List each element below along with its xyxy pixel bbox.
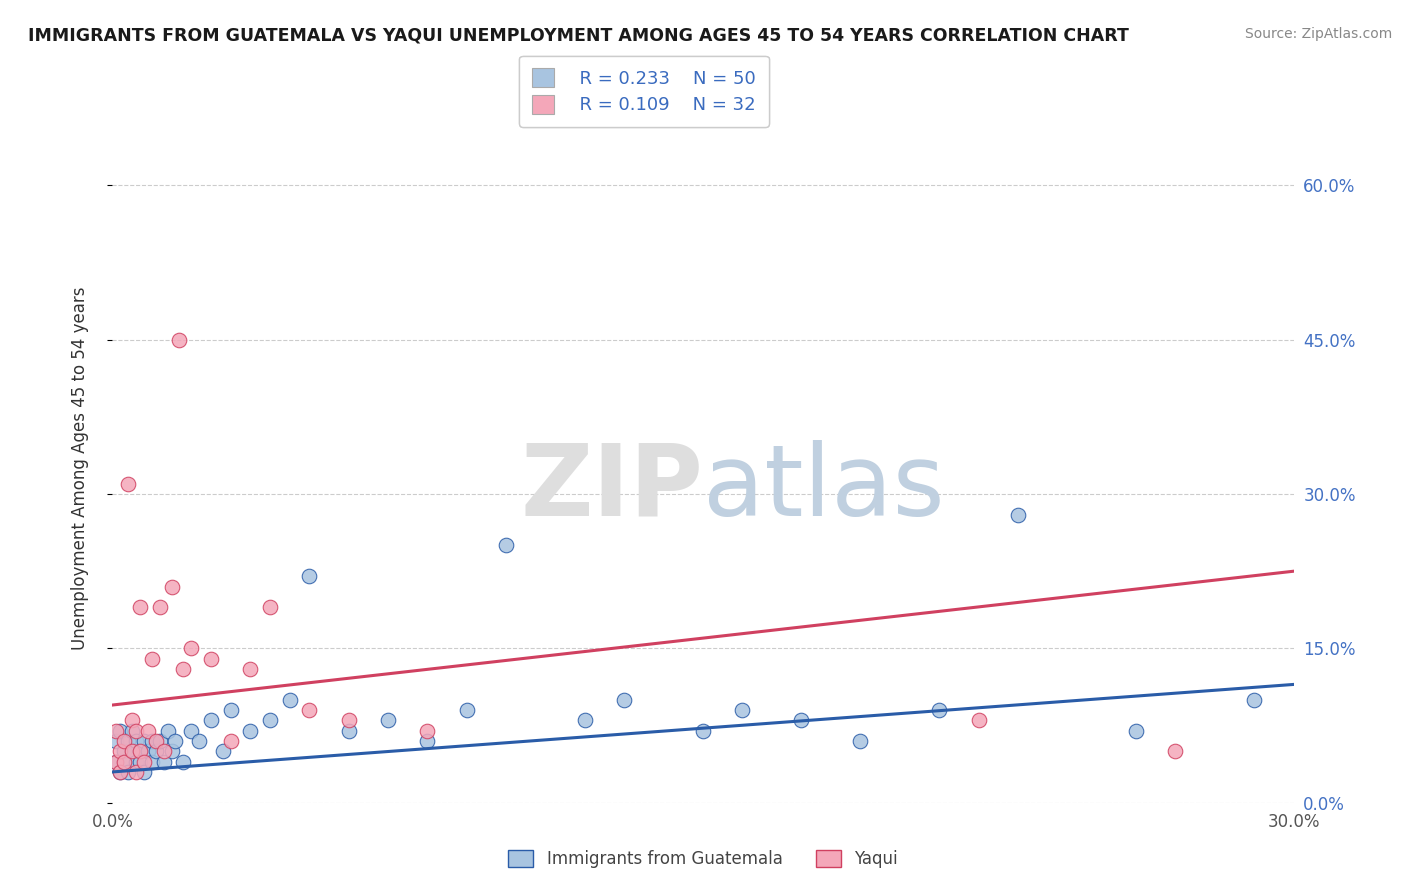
Immigrants from Guatemala — [136, 744, 159, 758]
Yaqui — [200, 651, 222, 665]
Yaqui — [121, 714, 143, 728]
Text: Source: ZipAtlas.com: Source: ZipAtlas.com — [1244, 27, 1392, 41]
Yaqui — [105, 723, 128, 738]
Immigrants from Guatemala — [145, 744, 167, 758]
Immigrants from Guatemala — [416, 734, 439, 748]
Yaqui — [125, 723, 148, 738]
Immigrants from Guatemala — [239, 723, 262, 738]
Immigrants from Guatemala — [129, 744, 152, 758]
Yaqui — [239, 662, 262, 676]
Legend:   R = 0.233    N = 50,   R = 0.109    N = 32: R = 0.233 N = 50, R = 0.109 N = 32 — [519, 56, 769, 127]
Immigrants from Guatemala — [110, 764, 132, 779]
Immigrants from Guatemala — [1243, 693, 1265, 707]
Yaqui — [416, 723, 439, 738]
Yaqui — [117, 476, 139, 491]
Yaqui — [129, 744, 152, 758]
Yaqui — [125, 764, 148, 779]
Immigrants from Guatemala — [456, 703, 478, 717]
Immigrants from Guatemala — [125, 755, 148, 769]
Immigrants from Guatemala — [121, 744, 143, 758]
Immigrants from Guatemala — [141, 734, 163, 748]
Yaqui — [152, 744, 174, 758]
Yaqui — [112, 734, 135, 748]
Yaqui — [110, 764, 132, 779]
Immigrants from Guatemala — [278, 693, 301, 707]
Yaqui — [149, 600, 172, 615]
Yaqui — [160, 580, 183, 594]
Immigrants from Guatemala — [1125, 723, 1147, 738]
Immigrants from Guatemala — [1007, 508, 1029, 522]
Yaqui — [136, 723, 159, 738]
Yaqui — [105, 755, 128, 769]
Legend: Immigrants from Guatemala, Yaqui: Immigrants from Guatemala, Yaqui — [502, 843, 904, 875]
Immigrants from Guatemala — [149, 734, 172, 748]
Immigrants from Guatemala — [112, 744, 135, 758]
Yaqui — [1164, 744, 1187, 758]
Immigrants from Guatemala — [112, 755, 135, 769]
Immigrants from Guatemala — [337, 723, 360, 738]
Immigrants from Guatemala — [298, 569, 321, 583]
Yaqui — [967, 714, 990, 728]
Immigrants from Guatemala — [259, 714, 281, 728]
Yaqui — [259, 600, 281, 615]
Yaqui — [112, 755, 135, 769]
Immigrants from Guatemala — [121, 723, 143, 738]
Immigrants from Guatemala — [790, 714, 813, 728]
Immigrants from Guatemala — [117, 764, 139, 779]
Immigrants from Guatemala — [219, 703, 242, 717]
Immigrants from Guatemala — [129, 755, 152, 769]
Immigrants from Guatemala — [132, 734, 155, 748]
Immigrants from Guatemala — [105, 755, 128, 769]
Yaqui — [145, 734, 167, 748]
Immigrants from Guatemala — [200, 714, 222, 728]
Yaqui — [172, 662, 194, 676]
Immigrants from Guatemala — [211, 744, 233, 758]
Immigrants from Guatemala — [110, 723, 132, 738]
Text: atlas: atlas — [703, 440, 945, 537]
Immigrants from Guatemala — [849, 734, 872, 748]
Immigrants from Guatemala — [731, 703, 754, 717]
Yaqui — [141, 651, 163, 665]
Yaqui — [337, 714, 360, 728]
Yaqui — [180, 641, 202, 656]
Immigrants from Guatemala — [188, 734, 211, 748]
Immigrants from Guatemala — [105, 734, 128, 748]
Immigrants from Guatemala — [152, 755, 174, 769]
Yaqui — [132, 755, 155, 769]
Immigrants from Guatemala — [613, 693, 636, 707]
Yaqui — [169, 333, 191, 347]
Immigrants from Guatemala — [180, 723, 202, 738]
Immigrants from Guatemala — [160, 744, 183, 758]
Immigrants from Guatemala — [377, 714, 399, 728]
Text: IMMIGRANTS FROM GUATEMALA VS YAQUI UNEMPLOYMENT AMONG AGES 45 TO 54 YEARS CORREL: IMMIGRANTS FROM GUATEMALA VS YAQUI UNEMP… — [28, 27, 1129, 45]
Yaqui — [129, 600, 152, 615]
Yaqui — [110, 744, 132, 758]
Immigrants from Guatemala — [574, 714, 596, 728]
Yaqui — [121, 744, 143, 758]
Immigrants from Guatemala — [141, 755, 163, 769]
Immigrants from Guatemala — [928, 703, 950, 717]
Immigrants from Guatemala — [172, 755, 194, 769]
Text: ZIP: ZIP — [520, 440, 703, 537]
Immigrants from Guatemala — [165, 734, 187, 748]
Immigrants from Guatemala — [495, 539, 517, 553]
Immigrants from Guatemala — [156, 723, 179, 738]
Immigrants from Guatemala — [132, 764, 155, 779]
Yaqui — [219, 734, 242, 748]
Y-axis label: Unemployment Among Ages 45 to 54 years: Unemployment Among Ages 45 to 54 years — [70, 286, 89, 650]
Immigrants from Guatemala — [117, 734, 139, 748]
Immigrants from Guatemala — [125, 734, 148, 748]
Immigrants from Guatemala — [692, 723, 714, 738]
Yaqui — [298, 703, 321, 717]
